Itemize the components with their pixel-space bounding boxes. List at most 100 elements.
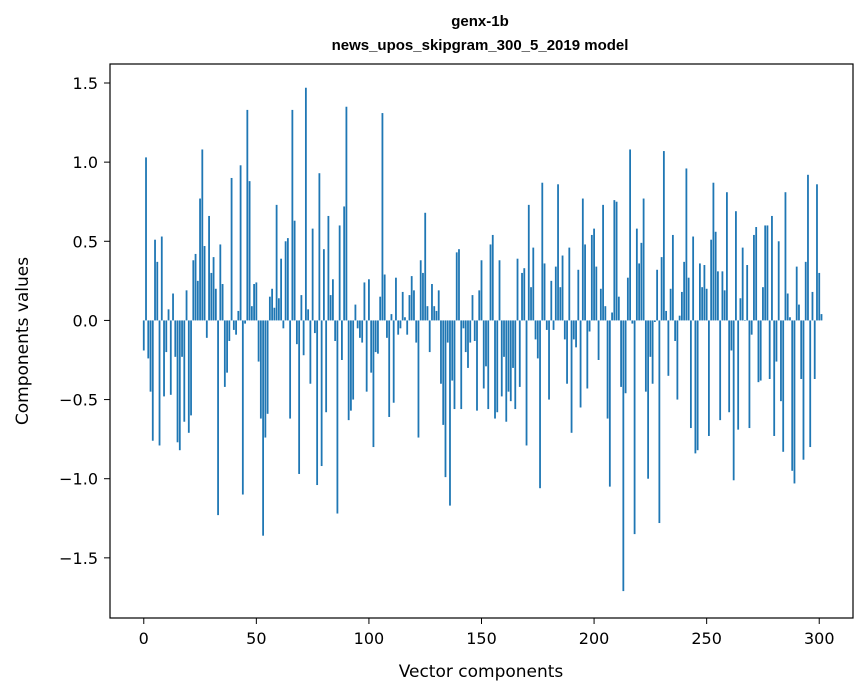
bar-26 (201, 149, 204, 321)
bar-52 (259, 320, 262, 419)
bar-57 (271, 288, 274, 321)
bar-221 (640, 242, 643, 321)
bar-276 (764, 225, 767, 321)
bar-224 (647, 320, 650, 479)
bar-267 (744, 320, 746, 321)
bar-158 (498, 260, 501, 321)
bar-68 (295, 320, 298, 345)
x-axis-ticks: 0 50 100 150 200 250 300 (139, 618, 835, 648)
bar-203 (599, 288, 602, 321)
bar-15 (176, 320, 179, 443)
bar-115 (401, 291, 404, 321)
bar-232 (665, 310, 668, 321)
bar-251 (708, 320, 710, 436)
bar-23 (194, 253, 197, 321)
bar-107 (383, 274, 386, 321)
bar-227 (653, 320, 656, 322)
bar-105 (379, 296, 382, 321)
bar-190 (570, 320, 573, 433)
bar-130 (435, 310, 438, 321)
bar-43 (239, 165, 242, 321)
bar-109 (388, 320, 391, 417)
bar-19 (185, 290, 188, 321)
bar-134 (444, 320, 447, 478)
bar-209 (613, 200, 616, 321)
bar-159 (500, 320, 503, 397)
bar-18 (183, 320, 186, 422)
bar-2 (147, 320, 150, 359)
bar-220 (638, 263, 641, 321)
bar-201 (595, 266, 598, 321)
bar-102 (372, 320, 375, 448)
bar-35 (221, 284, 224, 321)
bar-14 (174, 320, 177, 357)
bar-27 (203, 246, 206, 321)
chart-subtitle: news_upos_skipgram_300_5_2019 model (332, 37, 629, 54)
bar-22 (192, 260, 195, 321)
y-tick-label: 0.0 (73, 311, 98, 330)
bar-28 (205, 320, 208, 338)
bar-204 (602, 204, 604, 321)
bar-38 (228, 320, 231, 341)
bar-255 (717, 271, 719, 321)
bar-25 (199, 198, 201, 321)
bar-117 (406, 320, 409, 335)
y-tick-label: 1.5 (73, 74, 98, 93)
bar-5 (154, 239, 156, 321)
bar-165 (514, 320, 517, 410)
bar-263 (735, 211, 737, 321)
bar-243 (689, 320, 692, 429)
bar-192 (575, 320, 577, 348)
bar-39 (230, 177, 233, 321)
bar-93 (352, 320, 355, 400)
bar-298 (813, 320, 816, 379)
bar-277 (766, 225, 769, 321)
chart-title: genx-1b (451, 13, 509, 30)
bar-150 (480, 260, 483, 321)
bar-167 (518, 320, 521, 387)
bar-138 (453, 320, 456, 410)
bar-77 (316, 320, 319, 486)
bar-49 (253, 284, 255, 321)
bar-149 (478, 290, 481, 321)
bar-81 (325, 320, 328, 413)
bar-144 (467, 320, 469, 368)
bar-75 (311, 228, 314, 321)
bar-0 (142, 320, 145, 351)
bar-72 (304, 87, 307, 321)
bar-275 (762, 287, 764, 321)
x-tick-label: 100 (354, 629, 385, 648)
bar-212 (620, 320, 622, 387)
bar-87 (338, 225, 341, 321)
bar-178 (543, 263, 546, 321)
bar-161 (505, 320, 508, 422)
bar-210 (615, 201, 618, 321)
bar-215 (626, 277, 629, 321)
bar-154 (489, 244, 492, 321)
bar-119 (410, 276, 413, 321)
bar-86 (336, 320, 339, 514)
bar-297 (811, 291, 814, 321)
bar-177 (541, 182, 544, 321)
bar-205 (604, 306, 607, 321)
bar-8 (160, 236, 163, 321)
bar-82 (327, 215, 330, 321)
bar-233 (667, 320, 670, 376)
bar-33 (217, 320, 219, 516)
bar-242 (687, 277, 690, 321)
bar-58 (273, 307, 276, 321)
bar-50 (255, 282, 258, 321)
bar-234 (669, 288, 672, 321)
bar-172 (530, 287, 532, 321)
bar-223 (644, 320, 647, 392)
x-tick-label: 300 (804, 629, 835, 648)
bar-241 (685, 168, 688, 321)
bar-148 (476, 320, 478, 411)
bar-31 (212, 257, 215, 321)
bar-239 (680, 291, 683, 321)
bar-136 (449, 320, 451, 506)
y-axis-ticks: −1.5 −1.0 −0.5 0.0 0.5 1.0 1.5 (59, 74, 110, 568)
bar-269 (748, 320, 751, 429)
bar-238 (678, 315, 681, 321)
